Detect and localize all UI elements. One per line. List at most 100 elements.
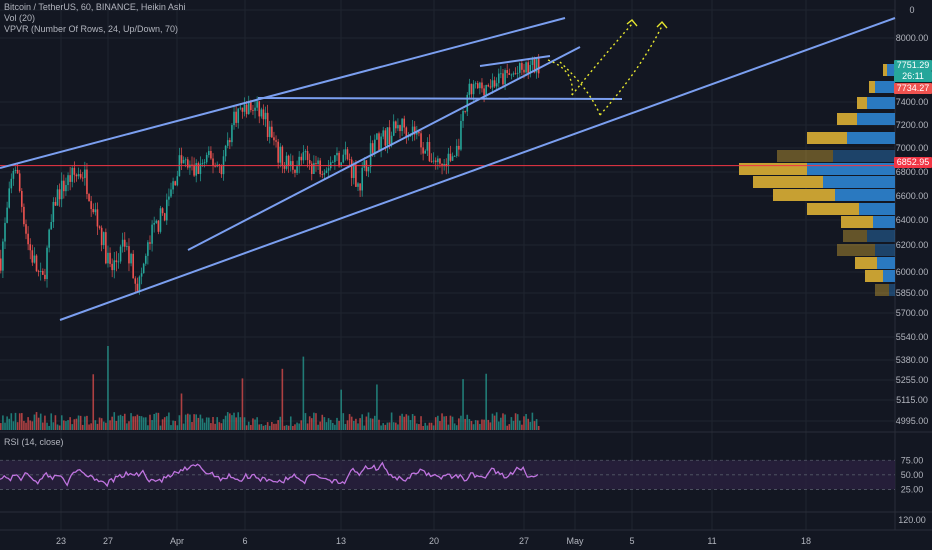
- candle-body: [6, 207, 8, 223]
- time-axis-label: 20: [429, 536, 439, 546]
- candle-body: [172, 181, 174, 190]
- candle-body: [4, 222, 6, 242]
- vpvr-down-bar: [865, 270, 883, 282]
- candle-body: [231, 125, 233, 143]
- candle-body: [487, 84, 490, 87]
- volume-bar: [8, 418, 11, 430]
- volume-bar: [140, 416, 143, 430]
- volume-bar: [306, 423, 309, 430]
- volume-bar: [493, 415, 496, 430]
- candle-body: [52, 201, 55, 222]
- volume-bar: [226, 412, 229, 430]
- rsi-axis-label: 75.00: [901, 455, 924, 465]
- volume-bar: [222, 419, 225, 430]
- price-axis-label: 8000.00: [896, 33, 929, 43]
- candle-body: [142, 263, 145, 274]
- candle-body: [344, 149, 347, 155]
- candle-body: [58, 189, 61, 200]
- volume-bar: [174, 421, 176, 430]
- volume-bar: [254, 419, 256, 430]
- volume-bar: [119, 414, 122, 430]
- candle-body: [149, 242, 151, 244]
- volume-bar: [285, 425, 288, 430]
- candle-body: [319, 160, 321, 175]
- volume-bar: [203, 422, 206, 430]
- volume-bar: [298, 423, 300, 430]
- volume-bar: [237, 412, 240, 430]
- candle-body: [37, 271, 40, 272]
- volume-bar: [31, 421, 34, 430]
- volume-bar: [340, 389, 342, 430]
- candle-body: [350, 159, 353, 178]
- volume-bar: [365, 416, 368, 430]
- candle-body: [483, 88, 485, 96]
- volume-bar: [193, 414, 195, 430]
- candle-body: [392, 121, 395, 136]
- candle-body: [96, 209, 99, 227]
- volume-bar: [75, 418, 78, 430]
- price-axis-label: 5540.00: [896, 332, 929, 342]
- volume-bar: [60, 415, 63, 430]
- volume-bar: [434, 417, 437, 430]
- candle-body: [16, 169, 19, 174]
- candle-body: [374, 139, 376, 153]
- candle-body: [531, 58, 534, 66]
- candle-body: [195, 163, 198, 176]
- candle-body: [386, 127, 389, 146]
- candle-body: [468, 83, 471, 95]
- vpvr-down-bar: [807, 132, 847, 144]
- candle-body: [432, 160, 435, 162]
- candle-body: [424, 150, 427, 154]
- volume-bar: [184, 414, 187, 430]
- volume-bar: [245, 425, 248, 430]
- candle-body: [491, 80, 494, 88]
- volume-bar: [165, 416, 168, 430]
- candle-body: [525, 62, 527, 73]
- candle-body: [298, 156, 300, 167]
- price-axis-label: 6800.00: [896, 167, 929, 177]
- candle-body: [210, 151, 212, 159]
- vpvr-up-bar: [867, 97, 895, 109]
- candle-body: [247, 102, 250, 115]
- candle-body: [132, 253, 134, 279]
- volume-bar: [479, 423, 481, 430]
- candle-body: [340, 162, 342, 167]
- volume-bar: [214, 423, 216, 430]
- volume-bar: [359, 418, 361, 430]
- volume-bar: [189, 414, 191, 430]
- candle-body: [529, 65, 532, 73]
- trendline: [187, 46, 581, 251]
- volume-bar: [449, 415, 452, 430]
- candle-body: [384, 130, 387, 146]
- volume-bar: [172, 420, 174, 430]
- volume-bar: [350, 416, 353, 430]
- candle-body: [500, 73, 502, 75]
- volume-bar: [369, 418, 372, 430]
- candle-body: [485, 84, 487, 96]
- candle-body: [437, 158, 439, 163]
- candle-body: [399, 125, 401, 132]
- candle-body: [214, 165, 216, 167]
- candle-body: [252, 110, 254, 111]
- candle-body: [445, 163, 448, 167]
- candle-body: [170, 189, 172, 197]
- volume-bar: [39, 413, 42, 430]
- candle-body: [315, 163, 317, 165]
- volume-bar: [77, 415, 80, 430]
- volume-bar: [380, 425, 382, 430]
- candle-body: [105, 232, 107, 264]
- candle-body: [224, 145, 227, 157]
- volume-bar: [308, 416, 311, 430]
- vpvr-up-bar: [835, 189, 895, 201]
- candle-body: [516, 72, 519, 74]
- candle-body: [23, 206, 25, 225]
- candle-body: [266, 112, 269, 138]
- vpvr-down-bar: [855, 257, 877, 269]
- candle-body: [455, 145, 458, 157]
- volume-bar: [69, 417, 71, 430]
- price-axis-label: 6400.00: [896, 215, 929, 225]
- volume-bar: [44, 415, 46, 430]
- secondary-price-tag: 7734.27: [894, 83, 932, 94]
- candle-body: [8, 188, 11, 208]
